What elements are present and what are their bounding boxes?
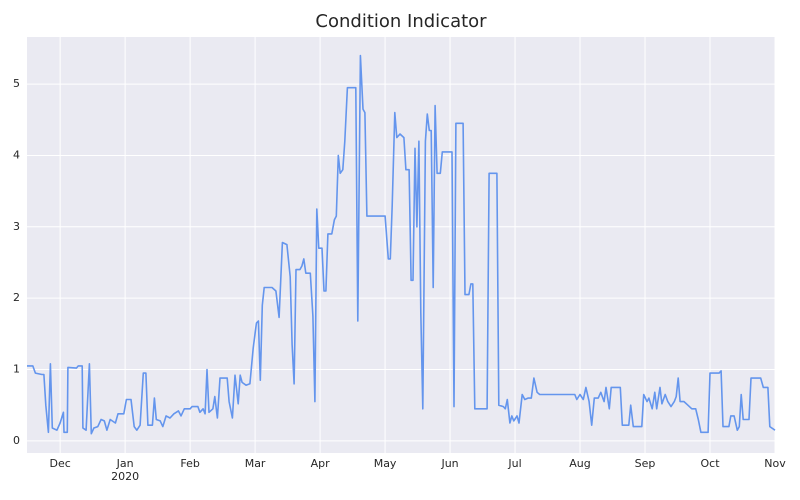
y-tick-label: 5 <box>13 77 20 90</box>
y-tick-label: 4 <box>13 148 20 161</box>
chart-title: Condition Indicator <box>315 11 487 32</box>
x-tick-label: Jul <box>508 457 522 470</box>
y-tick-label: 0 <box>13 434 20 447</box>
plot-area <box>27 37 775 453</box>
x-tick-label: Dec <box>49 457 71 470</box>
x-tick-label: Sep <box>634 457 656 470</box>
x-tick-label: Mar <box>244 457 266 470</box>
x-tick-label: Oct <box>700 457 720 470</box>
x-tick-label: Jun <box>441 457 459 470</box>
y-tick-label: 2 <box>13 291 20 304</box>
y-tick-label: 3 <box>13 220 20 233</box>
x-tick-label: Aug <box>569 457 591 470</box>
x-tick-label: Jan 2020 <box>111 457 140 483</box>
x-tick-label: Apr <box>310 457 330 470</box>
data-line <box>27 54 776 435</box>
x-tick-label: Nov <box>764 457 786 470</box>
x-tick-label: Feb <box>180 457 200 470</box>
y-tick-label: 1 <box>13 363 20 376</box>
x-tick-label: May <box>373 457 397 470</box>
